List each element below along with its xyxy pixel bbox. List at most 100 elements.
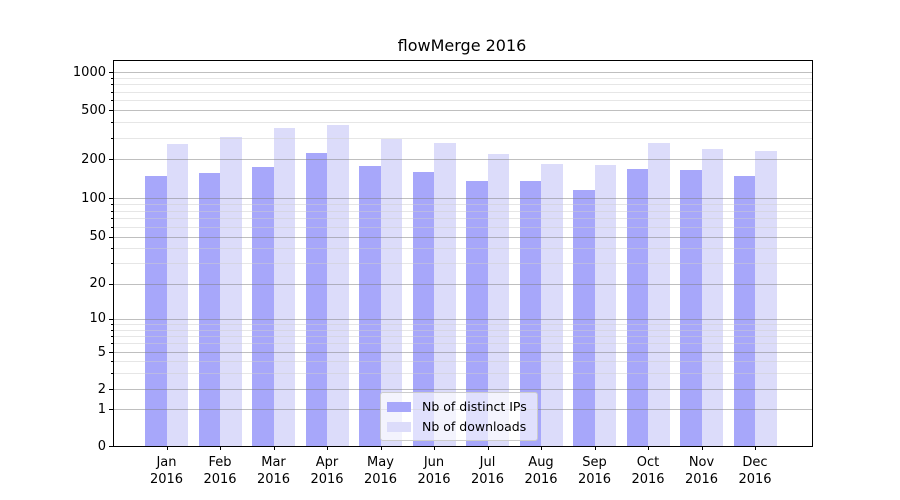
bar-ips-mar [252, 167, 274, 446]
gridline-minor [114, 122, 812, 124]
x-tick-label: Aug 2016 [524, 455, 558, 487]
bar-downloads-aug [541, 164, 563, 446]
y-tick-label: 10 [89, 311, 106, 327]
y-tick-mark [109, 236, 114, 238]
y-minor-tick-mark [111, 210, 114, 212]
x-tick-mark [594, 446, 596, 450]
y-tick-mark [109, 409, 114, 410]
y-tick-label: 20 [89, 276, 106, 292]
gridline-minor [114, 100, 812, 102]
y-tick-mark [109, 110, 114, 112]
x-tick-mark [487, 446, 489, 450]
x-tick-label: Sep 2016 [577, 455, 612, 487]
y-tick-label: 5 [97, 344, 106, 360]
y-tick-label: 1000 [72, 64, 106, 80]
x-tick-label: Feb 2016 [203, 455, 237, 487]
legend-swatch-distinct-ips [387, 401, 411, 412]
x-tick-mark [380, 446, 382, 450]
x-tick-label: Dec 2016 [738, 455, 772, 487]
y-tick-label: 100 [81, 190, 106, 206]
legend-label-downloads: Nb of downloads [422, 419, 527, 434]
bar-ips-feb [198, 173, 220, 446]
y-minor-tick-mark [111, 372, 114, 374]
gridline-minor [114, 137, 812, 139]
bar-ips-aug [519, 181, 541, 446]
x-tick-mark [755, 446, 756, 450]
bar-ips-may [359, 166, 381, 446]
legend-item-distinct-ips: Nb of distinct IPs [387, 399, 527, 414]
gridline-major [114, 110, 812, 112]
bar-downloads-mar [273, 128, 295, 446]
x-tick-mark [327, 446, 328, 450]
gridline-minor [114, 84, 812, 86]
plot-area: Nb of distinct IPs Nb of downloads 0 1 2 5 1… [73, 60, 813, 487]
bar-ips-sep [573, 190, 595, 446]
y-minor-tick-mark [111, 343, 114, 345]
bar-ips-oct [626, 169, 648, 446]
bar-downloads-apr [327, 125, 349, 446]
y-tick-mark [109, 352, 114, 354]
y-minor-tick-mark [111, 324, 114, 325]
y-tick-mark [109, 318, 114, 320]
y-minor-tick-mark [111, 100, 114, 102]
y-tick-label: 1 [97, 401, 106, 417]
x-tick-mark [541, 446, 542, 450]
y-tick-mark [109, 72, 114, 74]
x-tick-label: Apr 2016 [310, 455, 344, 487]
y-minor-tick-mark [111, 329, 114, 331]
bar-ips-dec [733, 176, 755, 446]
x-tick-mark [220, 446, 221, 450]
chart-title: flowMerge 2016 [397, 36, 527, 55]
y-tick-label: 200 [81, 151, 106, 167]
y-minor-tick-mark [111, 91, 114, 93]
y-tick-mark [109, 389, 114, 390]
x-tick-mark [648, 446, 649, 450]
y-minor-tick-mark [111, 78, 114, 79]
bar-downloads-dec [755, 151, 777, 446]
y-tick-label: 0 [97, 438, 106, 454]
y-minor-tick-mark [111, 248, 114, 250]
y-minor-tick-mark [111, 226, 114, 228]
bar-downloads-jan [166, 144, 188, 446]
x-tick-label: Jun 2016 [417, 455, 451, 487]
gridline-major [114, 72, 812, 74]
y-tick-mark [109, 198, 114, 200]
y-minor-tick-mark [111, 361, 114, 363]
bar-ips-nov [680, 170, 702, 446]
gridline-minor [114, 91, 812, 93]
y-minor-tick-mark [111, 204, 114, 206]
x-tick-label: Jul 2016 [470, 455, 505, 487]
gridline-minor [114, 78, 812, 79]
bar-ips-jul [466, 181, 488, 446]
y-minor-tick-mark [111, 336, 114, 337]
y-tick-mark [109, 159, 114, 161]
x-tick-mark [273, 446, 275, 450]
y-minor-tick-mark [111, 263, 114, 265]
x-tick-label: Jan 2016 [149, 455, 184, 487]
y-minor-tick-mark [111, 122, 114, 124]
y-minor-tick-mark [111, 84, 114, 86]
bar-downloads-sep [594, 165, 616, 446]
x-tick-label: Mar 2016 [256, 455, 291, 487]
y-minor-tick-mark [111, 218, 114, 220]
bar-ips-jan [145, 176, 167, 446]
bar-downloads-feb [220, 137, 242, 446]
legend-item-downloads: Nb of downloads [387, 419, 527, 434]
y-minor-tick-mark [111, 137, 114, 139]
bar-downloads-nov [701, 149, 723, 446]
x-tick-mark [434, 446, 435, 450]
legend-label-distinct-ips: Nb of distinct IPs [422, 399, 527, 414]
x-tick-label: Nov 2016 [684, 455, 719, 487]
x-tick-label: May 2016 [363, 455, 398, 487]
bar-downloads-may [380, 139, 402, 446]
bar-ips-apr [305, 153, 327, 446]
y-tick-mark [109, 283, 114, 285]
legend-swatch-downloads [387, 421, 411, 432]
x-tick-mark [166, 446, 168, 450]
x-tick-label: Oct 2016 [631, 455, 665, 487]
bar-ips-jun [412, 172, 434, 446]
x-tick-mark [701, 446, 703, 450]
bar-downloads-oct [648, 143, 670, 446]
legend: Nb of distinct IPs Nb of downloads [380, 392, 538, 441]
